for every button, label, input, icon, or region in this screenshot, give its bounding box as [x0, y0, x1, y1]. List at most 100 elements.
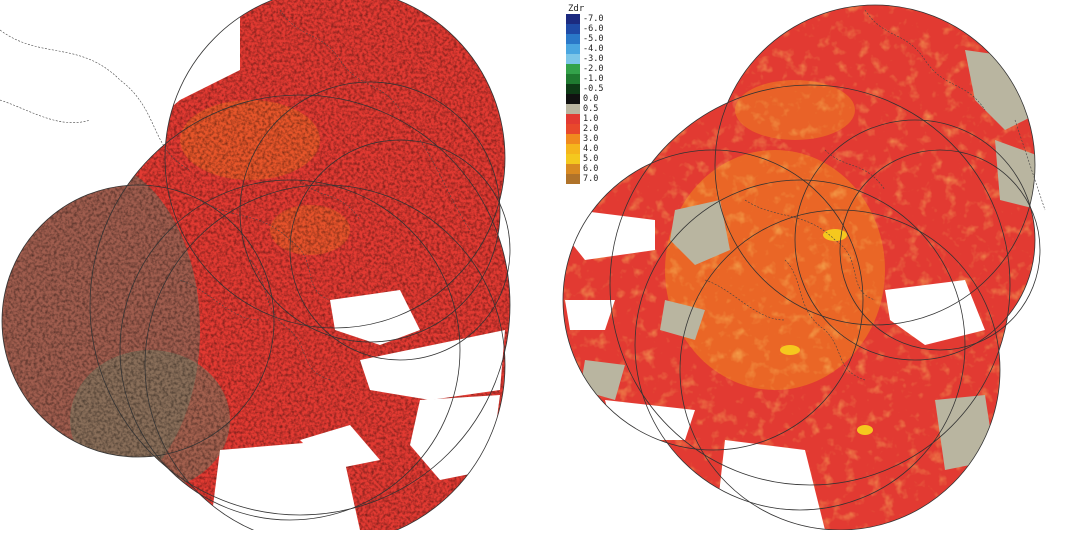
right-range-rings — [562, 4, 1041, 531]
county-boundary — [299, 179, 361, 221]
no-echo-gap — [565, 300, 615, 330]
range-ring — [794, 119, 1036, 361]
legend-value: 0.0 — [583, 94, 599, 104]
legend-value: -5.0 — [583, 34, 604, 44]
legend-swatch — [566, 114, 580, 124]
county-boundary — [179, 279, 261, 321]
right-radar-map — [545, 0, 1080, 531]
legend-swatch — [566, 144, 580, 154]
legend-entry: -5.0 — [566, 34, 616, 44]
legend-swatch — [566, 24, 580, 34]
legend-entry: 4.0 — [566, 144, 616, 154]
range-ring — [1, 184, 275, 458]
echo-yellow-cell — [823, 229, 847, 241]
legend-entry: 2.0 — [566, 124, 616, 134]
legend-swatch — [566, 164, 580, 174]
legend-value: -3.0 — [583, 54, 604, 64]
legend-value: 4.0 — [583, 144, 599, 154]
legend-entry: -3.0 — [566, 54, 616, 64]
no-echo-gap — [563, 5, 735, 120]
legend-value: -6.0 — [583, 24, 604, 34]
legend-entry: 6.0 — [566, 164, 616, 174]
range-ring — [714, 4, 1036, 326]
legend-swatch — [566, 44, 580, 54]
left-echo-field — [2, 0, 510, 530]
range-ring — [144, 184, 506, 534]
county-boundary — [784, 259, 866, 381]
county-boundary — [199, 199, 331, 301]
legend-value: 2.0 — [583, 124, 599, 134]
legend-value: 1.0 — [583, 114, 599, 124]
legend-entry: 7.0 — [566, 174, 616, 184]
left-boundaries — [0, 9, 471, 381]
legend-entry: -6.0 — [566, 24, 616, 34]
province-boundary — [0, 29, 191, 171]
legend-swatch — [566, 154, 580, 164]
legend-value: -4.0 — [583, 44, 604, 54]
no-echo-gap — [300, 425, 380, 470]
no-echo-gap — [360, 330, 505, 400]
county-boundary — [249, 259, 331, 381]
legend-swatch — [566, 54, 580, 64]
right-radar-mosaic — [562, 4, 1046, 531]
range-ring — [562, 149, 864, 451]
legend-swatch — [566, 84, 580, 94]
legend-entry: 5.0 — [566, 154, 616, 164]
legend-value: 7.0 — [583, 174, 599, 184]
left-radar-map — [0, 0, 540, 534]
legend-swatch — [566, 74, 580, 84]
legend-entry: -7.0 — [566, 14, 616, 24]
left-range-rings — [1, 0, 511, 534]
range-ring — [164, 0, 506, 329]
no-echo-gap — [565, 210, 655, 260]
no-echo-gap — [885, 280, 985, 345]
province-boundary — [1014, 119, 1046, 211]
legend-entry: -4.0 — [566, 44, 616, 54]
legend-swatch — [566, 94, 580, 104]
range-ring — [89, 94, 511, 516]
echo-gray-area — [935, 395, 995, 470]
echo-yellow-cell — [857, 425, 873, 435]
legend-entry: 1.0 — [566, 114, 616, 124]
legend-swatch — [566, 34, 580, 44]
zdr-color-legend: Zdr -7.0 -6.0 -5.0 -4.0 -3.0 -2.0 -1.0 -0.5 0.0 0… — [566, 4, 616, 184]
legend-value: 5.0 — [583, 154, 599, 164]
left-radar-mosaic — [0, 0, 511, 534]
legend-value: 6.0 — [583, 164, 599, 174]
legend-rows: -7.0 -6.0 -5.0 -4.0 -3.0 -2.0 -1.0 -0.5 0.0 0.5 1.… — [566, 14, 616, 184]
range-ring — [609, 84, 1011, 486]
legend-swatch — [566, 134, 580, 144]
province-boundary — [864, 9, 986, 111]
echo-gray-area — [670, 200, 730, 265]
legend-entry: 0.0 — [566, 94, 616, 104]
echo-gray-area — [995, 140, 1035, 210]
legend-entry: 0.5 — [566, 104, 616, 114]
legend-value: -7.0 — [583, 14, 604, 24]
legend-entry: 3.0 — [566, 134, 616, 144]
county-boundary — [704, 279, 786, 321]
legend-swatch — [566, 64, 580, 74]
legend-value: 3.0 — [583, 134, 599, 144]
legend-swatch — [566, 104, 580, 114]
province-boundary — [419, 139, 471, 231]
legend-entry: -0.5 — [566, 84, 616, 94]
legend-value: -1.0 — [583, 74, 604, 84]
no-echo-gap — [410, 395, 500, 480]
legend-entry: -1.0 — [566, 74, 616, 84]
right-boundaries — [704, 9, 1046, 381]
legend-swatch — [566, 14, 580, 24]
legend-swatch — [566, 174, 580, 184]
range-ring — [289, 139, 511, 361]
range-ring — [839, 149, 1041, 351]
legend-entry: -2.0 — [566, 64, 616, 74]
legend-value: -2.0 — [583, 64, 604, 74]
legend-value: -0.5 — [583, 84, 604, 94]
no-echo-gap — [330, 290, 420, 345]
province-boundary — [279, 9, 401, 111]
legend-swatch — [566, 124, 580, 134]
county-boundary — [744, 199, 876, 301]
range-ring — [239, 81, 501, 343]
legend-title: Zdr — [568, 4, 585, 14]
echo-yellow-cell — [780, 345, 800, 355]
province-boundary — [0, 99, 91, 124]
